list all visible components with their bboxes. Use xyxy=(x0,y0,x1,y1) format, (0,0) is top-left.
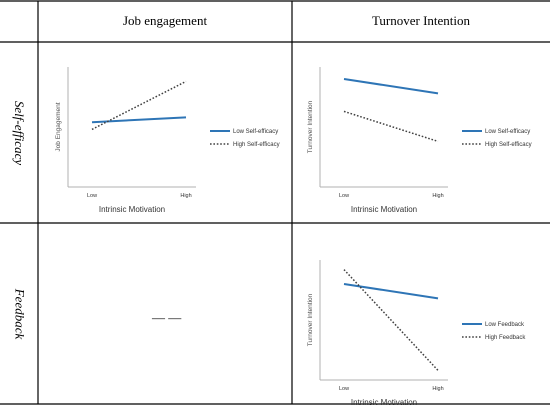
x-axis-label: Intrinsic Motivation xyxy=(99,205,165,214)
chart-svg: Turnover Intention Low High Intrinsic Motiv… xyxy=(307,67,532,214)
x-axis-label: Intrinsic Motivation xyxy=(351,205,417,214)
chart-selfefficacy-turnover: Turnover Intention Low High Intrinsic Motiv… xyxy=(300,55,535,215)
legend-label: High Self-efficacy xyxy=(233,142,280,148)
y-axis-label: Job Engagement xyxy=(55,102,62,151)
series-line-high xyxy=(343,269,439,371)
series-line-high xyxy=(343,110,439,143)
y-axis-label: Turnover Intention xyxy=(307,293,314,346)
series-line-low xyxy=(343,283,439,300)
legend-label: Low Feedback xyxy=(485,322,525,328)
row-header-self-efficacy: Self-efficacy xyxy=(0,42,38,223)
legend-label: Low Self-efficacy xyxy=(233,129,278,135)
empty-cell-dashes: — — xyxy=(152,310,182,325)
legend-label: Low Self-efficacy xyxy=(485,129,530,135)
series-line-low xyxy=(91,116,187,124)
legend-label: High Feedback xyxy=(485,335,526,341)
chart-feedback-turnover: Turnover Intention Low High Intrinsic Motiv… xyxy=(300,248,535,408)
column-header-turnover-intention: Turnover Intention xyxy=(371,13,471,28)
chart-svg: Turnover Intention Low High Intrinsic Motiv… xyxy=(307,260,526,407)
x-tick-label: High xyxy=(180,193,191,199)
chart-selfefficacy-jobengagement: Job Engagement Low High Intrinsic Motivatio… xyxy=(48,55,283,215)
x-tick-label: High xyxy=(432,193,443,199)
x-tick-label: High xyxy=(432,386,443,392)
x-axis-label: Intrinsic Motivation xyxy=(351,398,417,407)
series-line-low xyxy=(343,78,439,95)
chart-svg: Job Engagement Low High Intrinsic Motivatio… xyxy=(55,67,280,214)
row-header-feedback-text: Feedback xyxy=(12,288,27,339)
column-header-job-engagement: Job engagement xyxy=(122,13,208,28)
row-header-feedback: Feedback xyxy=(0,223,38,404)
x-tick-label: Low xyxy=(339,193,349,199)
legend-label: High Self-efficacy xyxy=(485,142,532,148)
x-tick-label: Low xyxy=(87,193,97,199)
x-tick-label: Low xyxy=(339,386,349,392)
series-line-high xyxy=(91,80,187,131)
row-header-self-efficacy-text: Self-efficacy xyxy=(12,100,27,165)
y-axis-label: Turnover Intention xyxy=(307,100,314,153)
